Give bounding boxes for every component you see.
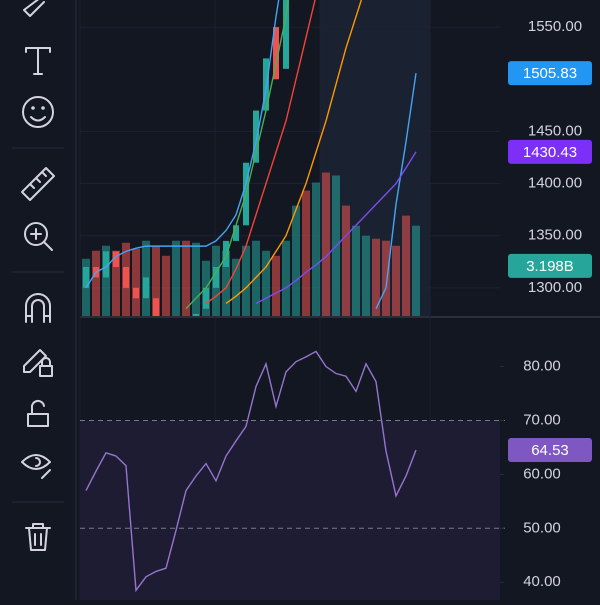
- volume-bar: [242, 245, 250, 316]
- rsi-tick-label: 80.00: [523, 357, 561, 374]
- price-badge-label: 1505.83: [523, 65, 577, 82]
- volume-bar: [92, 250, 100, 316]
- volume-badge-label: 3.198B: [526, 258, 574, 275]
- rsi-badge: [508, 437, 592, 462]
- rsi-tick-label: 50.00: [523, 519, 561, 536]
- volume-bar: [102, 245, 110, 316]
- lock-drawings-tool[interactable]: [23, 349, 53, 377]
- ruler-tool[interactable]: [21, 167, 55, 201]
- rsi-pane: [85, 350, 417, 593]
- volume-bar: [412, 225, 420, 316]
- volume-bar: [172, 240, 180, 316]
- volume-bar: [382, 240, 390, 316]
- volume-bar: [132, 248, 140, 316]
- volume-bar: [352, 225, 360, 316]
- volume-bar: [282, 240, 290, 316]
- volume-bar: [272, 255, 280, 316]
- price-pane: [82, 0, 420, 316]
- volume-bar: [262, 250, 270, 316]
- volume-bar: [292, 205, 300, 316]
- unlock-tool[interactable]: [27, 399, 49, 427]
- moving-average: [85, 0, 280, 289]
- volume-bar: [162, 255, 170, 316]
- candle-body: [113, 251, 119, 267]
- text-tool[interactable]: [25, 47, 51, 75]
- candle-body: [193, 313, 199, 316]
- candle-body: [83, 266, 89, 288]
- candle-body: [273, 27, 279, 80]
- price-tick-label: 1300.00: [528, 279, 582, 296]
- price-tick-label: 1350.00: [528, 227, 582, 244]
- magnet-tool[interactable]: [25, 293, 51, 323]
- candle-body: [143, 277, 149, 299]
- moving-average: [255, 151, 417, 305]
- candle-body: [233, 225, 239, 241]
- moving-average: [185, 0, 289, 310]
- price-tick-label: 1550.00: [528, 18, 582, 35]
- volume-bar: [342, 205, 350, 316]
- rsi-tick-label: 70.00: [523, 411, 561, 428]
- candle-body: [123, 266, 129, 288]
- volume-bar: [312, 182, 320, 316]
- volume-bar: [232, 258, 240, 316]
- moving-average: [205, 0, 316, 305]
- zoom-tool[interactable]: [24, 222, 53, 251]
- price-tick-label: 1450.00: [528, 122, 582, 139]
- volume-bar: [192, 242, 200, 316]
- volume-badge: [508, 253, 592, 278]
- candle-body: [253, 110, 259, 163]
- price-badge: [508, 139, 592, 164]
- moving-average: [225, 0, 363, 305]
- volume-bar: [372, 238, 380, 316]
- delete-tool[interactable]: [25, 523, 51, 551]
- candle-body: [133, 287, 139, 299]
- brush-tool[interactable]: [23, 0, 45, 17]
- price-badge: [508, 61, 592, 86]
- moving-average: [375, 73, 417, 310]
- candle-body: [203, 287, 209, 309]
- rsi-line: [85, 350, 417, 593]
- candle-body: [263, 58, 269, 111]
- volume-bar: [222, 250, 230, 316]
- emoji-tool[interactable]: [22, 96, 54, 128]
- candle-body: [223, 240, 229, 267]
- rsi-background: [80, 420, 500, 600]
- visibility-tool[interactable]: [21, 454, 51, 479]
- volume-bar: [362, 235, 370, 316]
- candle-body: [153, 298, 159, 316]
- volume-bar: [152, 245, 160, 316]
- volume-bar: [402, 215, 410, 316]
- volume-bar: [182, 240, 190, 316]
- volume-bar: [392, 245, 400, 316]
- price-badge-label: 1430.43: [523, 144, 577, 161]
- candle-body: [283, 0, 289, 69]
- rsi-tick-label: 40.00: [523, 573, 561, 590]
- price-tick-label: 1400.00: [528, 175, 582, 192]
- volume-bar: [322, 172, 330, 316]
- candle-body: [103, 251, 109, 278]
- rsi-tick-label: 60.00: [523, 465, 561, 482]
- candle-body: [213, 266, 219, 288]
- toolbar: [0, 0, 77, 600]
- volume-bar: [302, 190, 310, 316]
- rsi-badge-label: 64.53: [531, 442, 569, 459]
- volume-bar: [112, 250, 120, 316]
